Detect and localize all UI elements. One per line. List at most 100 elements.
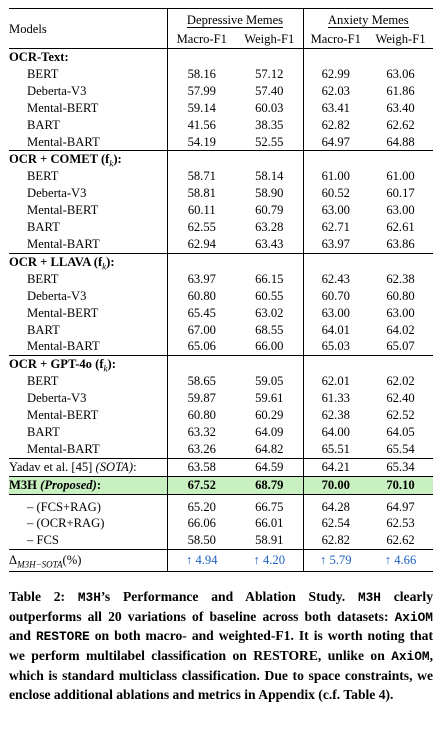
value-cell: 63.40: [386, 100, 415, 115]
table-row: BERT 58.71 58.14 61.00 61.00: [9, 168, 433, 186]
empty-cell: [302, 150, 368, 169]
empty-cell: [302, 355, 368, 374]
results-table: Models Depressive Memes Anxiety Memes Ma…: [9, 8, 433, 573]
value-cell: 60.70: [302, 287, 368, 305]
value-cell: 62.55: [166, 219, 236, 236]
sota-tag: (SOTA): [95, 459, 134, 474]
value-cell: 64.00: [302, 423, 368, 441]
section-title-end: ):: [107, 357, 116, 372]
table-row: Mental-BERT 65.45 63.02 63.00 63.00: [9, 304, 433, 322]
value-cell: 63.41: [302, 99, 368, 117]
section-header-row: OCR + LLAVA (fk):: [9, 252, 433, 272]
value-cell: 65.03: [302, 338, 368, 356]
sota-row: Yadav et al. [45] (SOTA): 63.58 64.59 64.21…: [9, 457, 433, 477]
value-cell: 62.62: [386, 117, 415, 132]
value-cell: 66.15: [255, 271, 284, 286]
empty-cell: [166, 493, 236, 499]
delta-value: 4.20: [262, 553, 285, 568]
empty-cell: [166, 252, 236, 271]
metric-header: Weigh-F1: [375, 32, 426, 46]
table-row: BERT 58.16 57.12 62.99 63.06: [9, 65, 433, 83]
section-title-text: OCR + COMET (f: [9, 152, 110, 167]
delta-unit: (%): [62, 553, 82, 568]
section-title-sub: k: [102, 261, 107, 272]
value-cell: 63.86: [386, 236, 415, 251]
up-arrow-icon: ↑: [384, 553, 392, 568]
delta-row: ΔM3H−SOTA(%) ↑ 4.94 ↑ 4.20 ↑ 5.79 ↑ 4.66: [9, 549, 433, 573]
table-row: BART 63.32 64.09 64.00 64.05: [9, 423, 433, 441]
value-cell: 65.34: [368, 457, 433, 477]
value-cell: 58.65: [166, 373, 236, 391]
caption-axiom: AxiOM: [391, 649, 430, 665]
empty-cell: [368, 355, 433, 374]
empty-cell: [368, 493, 433, 499]
section-header-row: OCR-Text:: [9, 47, 433, 66]
model-name: BERT: [27, 374, 59, 389]
value-cell: 63.97: [166, 270, 236, 288]
caption-m3h: M3H: [77, 590, 101, 605]
value-cell: 60.03: [255, 100, 284, 115]
delta-cell: ↑ 4.20: [236, 549, 303, 573]
model-name: BART: [27, 220, 60, 235]
value-cell: 63.26: [166, 440, 236, 459]
spacer-row: [9, 493, 433, 499]
section-header-row: OCR + COMET (fk):: [9, 150, 433, 169]
section-title: OCR + COMET (fk):: [9, 150, 167, 168]
model-name: Mental-BART: [27, 134, 100, 149]
value-cell: 65.54: [386, 441, 415, 456]
proposed-row: M3H (Proposed): 67.52 68.79 70.00 70.10: [9, 475, 433, 495]
value-cell: 61.33: [302, 390, 368, 408]
value-cell: 62.62: [386, 533, 415, 548]
table-row: Mental-BERT 59.14 60.03 63.41 63.40: [9, 99, 433, 117]
sota-model: Yadav et al. [45]: [9, 459, 96, 474]
value-cell: 59.05: [255, 374, 284, 389]
section-title: OCR + LLAVA (fk):: [9, 252, 167, 272]
value-cell: 64.88: [386, 134, 415, 149]
value-cell: 66.01: [255, 516, 284, 531]
value-cell: 60.11: [166, 202, 236, 220]
caption-text: , which is standard multiclass classific…: [9, 648, 433, 702]
empty-cell: [302, 47, 368, 66]
empty-cell: [368, 252, 433, 271]
value-cell: 62.40: [386, 391, 415, 406]
value-cell: 57.99: [166, 82, 236, 100]
section-title-text: OCR-Text:: [9, 50, 69, 64]
up-arrow-icon: ↑: [320, 553, 327, 568]
model-name: Mental-BERT: [27, 305, 99, 320]
value-cell: 59.14: [166, 99, 236, 117]
ablation-row: – (OCR+RAG) 66.06 66.01 62.54 62.53: [9, 515, 433, 533]
table-row: Mental-BERT 60.80 60.29 62.38 62.52: [9, 407, 433, 424]
value-cell: 65.20: [166, 498, 236, 516]
ablation-row: – FCS 58.50 58.91 62.82 62.62: [9, 532, 433, 550]
value-cell: 67.52: [166, 475, 236, 495]
value-cell: 64.97: [386, 499, 415, 514]
up-arrow-icon: ↑: [253, 553, 260, 568]
model-name: Mental-BERT: [27, 100, 99, 115]
delta-sub: M3H−SOTA: [17, 559, 63, 570]
empty-cell: [302, 252, 368, 271]
value-cell: 63.32: [166, 423, 236, 441]
caption-axiom: AxiOM: [394, 609, 433, 625]
value-cell: 54.19: [166, 133, 236, 151]
delta-symbol: Δ: [9, 553, 18, 568]
proposed-model: M3H: [9, 477, 41, 492]
value-cell: 61.86: [386, 83, 415, 98]
table-row: Deberta-V3 60.80 60.55 60.70 60.80: [9, 287, 433, 305]
value-cell: 58.16: [166, 65, 236, 83]
model-name: Mental-BERT: [27, 203, 99, 218]
model-name: Deberta-V3: [27, 288, 87, 303]
table-row: Deberta-V3 59.87 59.61 61.33 62.40: [9, 390, 433, 408]
value-cell: 60.52: [302, 185, 368, 203]
value-cell: 63.00: [386, 305, 415, 320]
value-cell: 62.38: [386, 271, 415, 286]
value-cell: 58.50: [166, 532, 236, 550]
value-cell: 63.28: [255, 220, 284, 235]
table-row: Mental-BERT 60.11 60.79 63.00 63.00: [9, 202, 433, 220]
up-arrow-icon: ↑: [186, 553, 193, 568]
section-title-end: ):: [106, 254, 115, 269]
section-header-row: OCR + GPT-4o (fk):: [9, 355, 433, 374]
value-cell: 62.71: [302, 219, 368, 236]
delta-value: 4.66: [394, 553, 417, 568]
value-cell: 63.00: [302, 304, 368, 322]
